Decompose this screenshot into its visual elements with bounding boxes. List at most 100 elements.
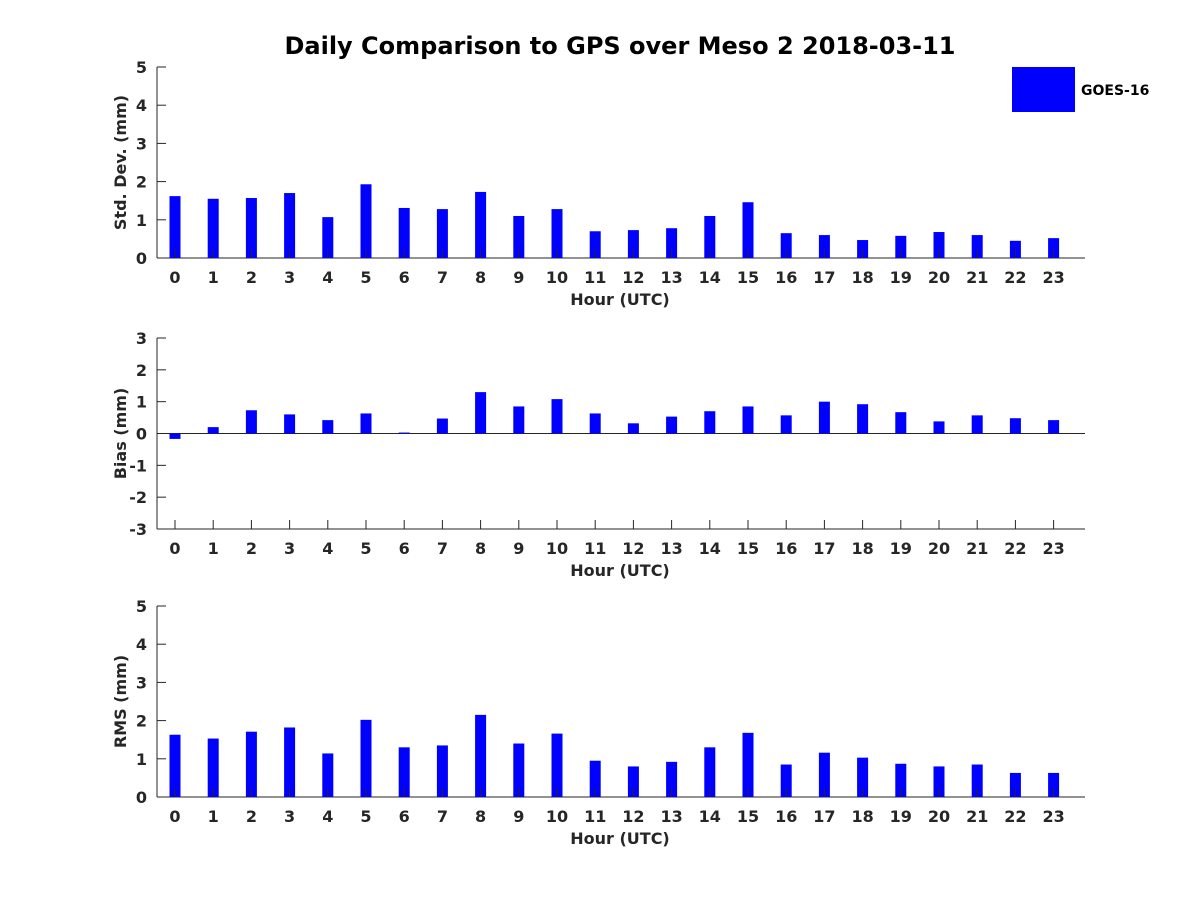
bar [207,198,219,258]
x-tick-label: 13 [660,807,682,826]
bar [169,196,181,258]
y-tick-label: 1 [136,393,147,412]
bar [1048,238,1060,258]
x-tick-label: 21 [966,268,988,287]
x-tick-label: 12 [622,539,644,558]
bar [627,766,639,797]
x-tick-label: 9 [513,807,524,826]
bar [704,411,716,434]
x-axis-label: Hour (UTC) [570,561,670,580]
legend: GOES-16 [1012,67,1149,112]
bar [360,719,372,797]
x-tick-label: 4 [322,807,333,826]
bar [742,732,754,797]
y-tick-label: 5 [136,58,147,77]
x-tick-label: 19 [890,807,912,826]
x-tick-label: 3 [284,807,295,826]
x-tick-label: 8 [475,268,486,287]
x-tick-label: 2 [246,807,257,826]
x-tick-label: 9 [513,268,524,287]
x-tick-label: 11 [584,807,606,826]
x-tick-label: 16 [775,268,797,287]
x-tick-label: 8 [475,539,486,558]
x-tick-label: 18 [851,807,873,826]
x-tick-label: 9 [513,539,524,558]
bar [666,228,678,258]
x-tick-label: 10 [546,807,568,826]
bar [666,761,678,797]
y-tick-label: 2 [136,361,147,380]
x-tick-label: 7 [437,539,448,558]
bar [742,406,754,434]
bar [627,423,639,434]
x-tick-label: 19 [890,539,912,558]
bar [857,757,869,797]
bar [589,413,601,434]
x-tick-label: 10 [546,268,568,287]
bar [284,414,296,434]
x-tick-label: 7 [437,268,448,287]
y-tick-label: 4 [136,635,147,654]
bar [436,418,448,434]
x-tick-label: 5 [360,268,371,287]
x-tick-label: 6 [399,807,410,826]
x-tick-label: 16 [775,539,797,558]
x-tick-label: 5 [360,539,371,558]
bar [895,235,907,258]
y-tick-label: 3 [136,673,147,692]
bar [742,202,754,258]
bar [475,714,487,797]
y-tick-label: 0 [136,425,147,444]
y-tick-label: 3 [136,329,147,348]
legend-swatch [1012,67,1075,112]
x-tick-label: 15 [737,807,759,826]
x-tick-label: 17 [813,539,835,558]
bar [857,404,869,434]
bar [933,232,945,258]
x-tick-label: 8 [475,807,486,826]
x-tick-label: 18 [851,268,873,287]
bar [971,764,983,797]
y-tick-label: 1 [136,211,147,230]
x-tick-label: 7 [437,807,448,826]
y-axis-label: Bias (mm) [111,388,130,480]
x-tick-label: 21 [966,539,988,558]
y-tick-label: 2 [136,173,147,192]
x-tick-label: 1 [208,539,219,558]
chart-title: Daily Comparison to GPS over Meso 2 2018… [284,32,955,60]
bar [245,731,257,797]
x-tick-label: 16 [775,807,797,826]
y-tick-label: -1 [129,456,147,475]
bar [1048,772,1060,797]
bar [933,766,945,797]
x-tick-label: 23 [1042,807,1064,826]
y-axis-label: RMS (mm) [111,655,130,748]
x-tick-label: 11 [584,539,606,558]
bar [436,745,448,797]
x-tick-label: 22 [1004,807,1026,826]
y-tick-label: 5 [136,597,147,616]
x-tick-label: 10 [546,539,568,558]
bar [627,230,639,258]
bar [971,415,983,434]
x-tick-label: 21 [966,807,988,826]
bar [818,235,830,258]
bar [169,734,181,797]
x-tick-label: 12 [622,268,644,287]
bar [245,410,257,434]
x-tick-label: 1 [208,807,219,826]
x-axis-label: Hour (UTC) [570,290,670,309]
bar [245,198,257,258]
x-tick-label: 4 [322,268,333,287]
bar [284,727,296,797]
x-tick-label: 1 [208,268,219,287]
x-axis-label: Hour (UTC) [570,829,670,848]
x-tick-label: 0 [169,807,180,826]
x-tick-label: 13 [660,539,682,558]
bar [780,415,792,434]
bar [475,191,487,258]
bar [513,743,525,797]
